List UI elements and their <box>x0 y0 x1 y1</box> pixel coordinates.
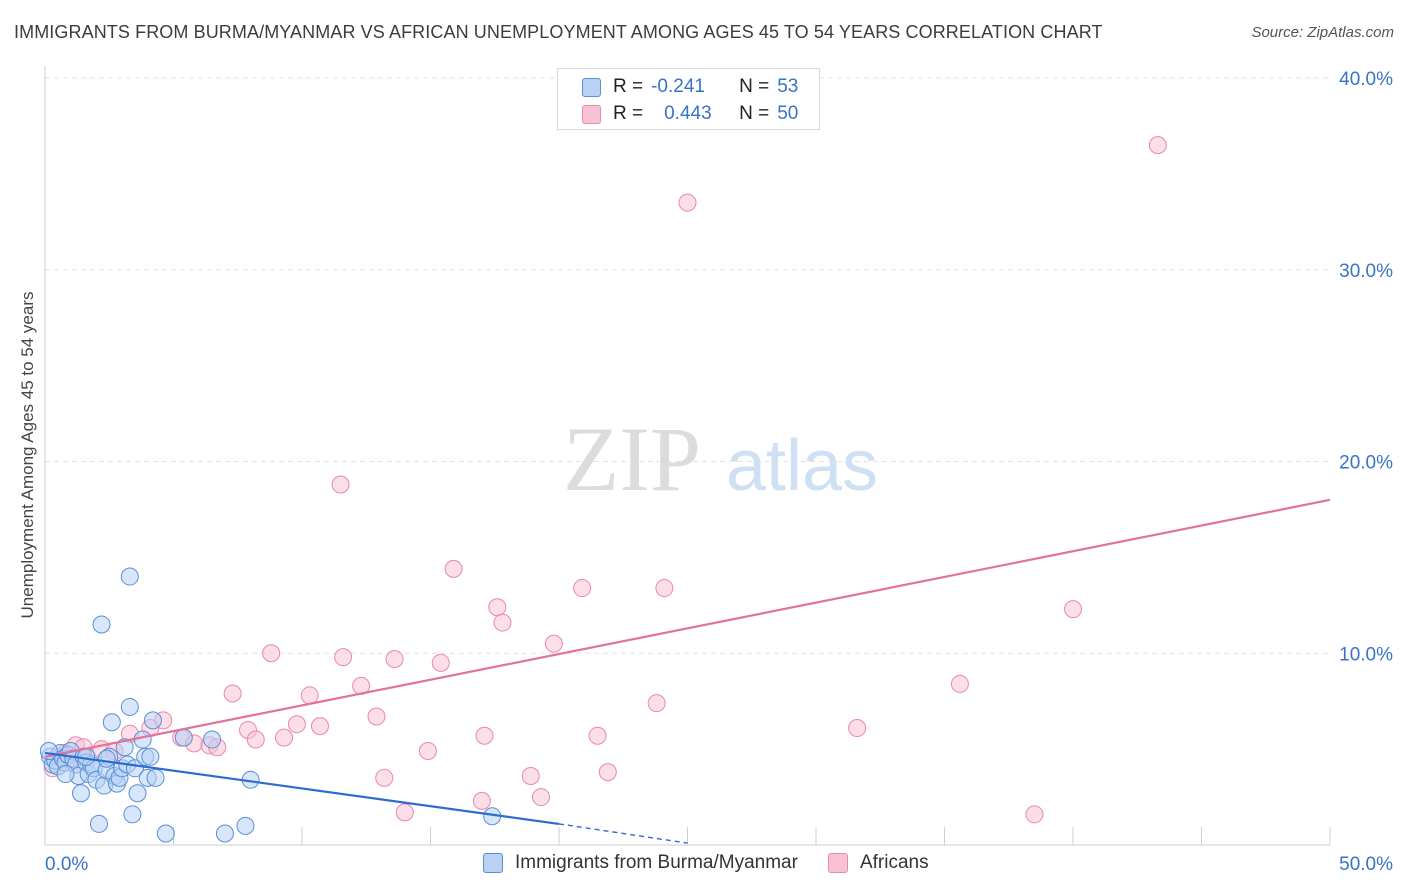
x-tick-label: 0.0% <box>45 854 88 875</box>
burma-point <box>56 765 75 784</box>
africans-point <box>275 728 294 747</box>
burma-trend-line <box>44 751 560 825</box>
burma-point <box>92 615 111 634</box>
africans-point <box>310 717 329 736</box>
africans-point <box>431 653 450 672</box>
africans-point <box>1148 136 1167 155</box>
burma-point <box>120 697 139 716</box>
y-tick-label: 10.0% <box>1339 644 1393 665</box>
tick-labels: 10.0% 20.0% 30.0% 40.0% 0.0% 50.0% <box>45 69 1393 875</box>
watermark: ZIP atlas <box>563 408 878 510</box>
axes <box>44 66 1331 846</box>
y-tick-label: 20.0% <box>1339 453 1393 474</box>
africans-point <box>223 684 242 703</box>
r-label: R = <box>613 103 644 124</box>
burma-point <box>174 728 193 747</box>
africans-point <box>246 730 265 749</box>
burma-legend-swatch <box>483 853 503 873</box>
africans-point <box>950 674 969 693</box>
burma-point <box>236 816 255 835</box>
africans-point <box>287 715 306 734</box>
legend-item-africans[interactable]: Africans <box>827 852 929 874</box>
africans-point <box>544 634 563 653</box>
burma-point <box>120 567 139 586</box>
africans-point <box>331 475 350 494</box>
legend-label-burma: Immigrants from Burma/Myanmar <box>515 852 798 873</box>
burma-point <box>89 814 108 833</box>
africans-point <box>395 803 414 822</box>
watermark-zip: ZIP <box>563 408 701 510</box>
burma-point <box>143 711 162 730</box>
stats-row-burma: R = -0.241 N = 53 <box>582 74 798 100</box>
burma-point <box>203 730 222 749</box>
source-label: Source: ZipAtlas.com <box>1251 24 1394 41</box>
n-label: N = <box>739 103 770 124</box>
africans-point <box>488 598 507 617</box>
africans-point <box>1025 805 1044 824</box>
burma-point <box>97 749 116 768</box>
burma-point <box>146 768 165 787</box>
gridlines <box>45 77 1330 654</box>
africans-point <box>1064 600 1082 619</box>
x-tick-label: 50.0% <box>1339 854 1393 875</box>
africans-trend-line <box>44 498 1331 758</box>
burma-points <box>39 567 502 843</box>
r-label: R = <box>613 76 644 97</box>
stats-row-africans: R = 0.443 N = 50 <box>582 101 798 127</box>
burma-point <box>115 738 134 757</box>
y-tick-label: 30.0% <box>1339 261 1393 282</box>
burma-point <box>128 784 147 803</box>
r-value: 0.443 <box>664 103 712 124</box>
africans-point <box>367 707 386 726</box>
burma-point <box>156 824 175 843</box>
burma-point <box>123 805 142 824</box>
africans-point <box>444 559 463 578</box>
africans-point <box>300 686 319 705</box>
africans-point <box>385 650 404 669</box>
africans-point <box>472 791 491 810</box>
africans-point <box>647 694 666 713</box>
series-legend: Immigrants from Burma/Myanmar Africans <box>483 852 959 874</box>
africans-point <box>588 726 607 745</box>
africans-point <box>573 579 592 598</box>
legend-label-africans: Africans <box>859 852 929 873</box>
africans-point <box>375 768 394 787</box>
africans-point <box>262 644 281 663</box>
africans-point <box>521 766 540 785</box>
africans-point <box>655 579 674 598</box>
trend-lines <box>44 498 1331 844</box>
r-value: -0.241 <box>651 76 705 97</box>
africans-point <box>418 742 437 761</box>
africans-swatch <box>582 104 601 124</box>
watermark-atlas: atlas <box>726 426 878 506</box>
burma-point <box>215 824 234 843</box>
africans-point <box>493 613 512 632</box>
africans-point <box>334 648 353 667</box>
y-tick-label: 40.0% <box>1339 69 1393 90</box>
burma-trend-extension <box>558 823 688 844</box>
africans-point <box>475 726 494 745</box>
africans-point <box>848 719 867 738</box>
chart-title: IMMIGRANTS FROM BURMA/MYANMAR VS AFRICAN… <box>14 22 1103 42</box>
burma-point <box>141 747 160 766</box>
burma-point <box>102 713 121 732</box>
legend-item-burma[interactable]: Immigrants from Burma/Myanmar <box>483 852 798 874</box>
africans-legend-swatch <box>827 853 848 873</box>
africans-point <box>678 193 697 212</box>
n-label: N = <box>739 76 770 97</box>
stats-legend: R = -0.241 N = 53 R = 0.443 N = 50 <box>557 68 820 130</box>
africans-point <box>532 788 551 807</box>
burma-point <box>71 784 90 803</box>
africans-point <box>598 763 617 782</box>
n-value: 50 <box>777 103 799 124</box>
n-value: 53 <box>777 76 799 97</box>
burma-swatch <box>582 77 601 97</box>
